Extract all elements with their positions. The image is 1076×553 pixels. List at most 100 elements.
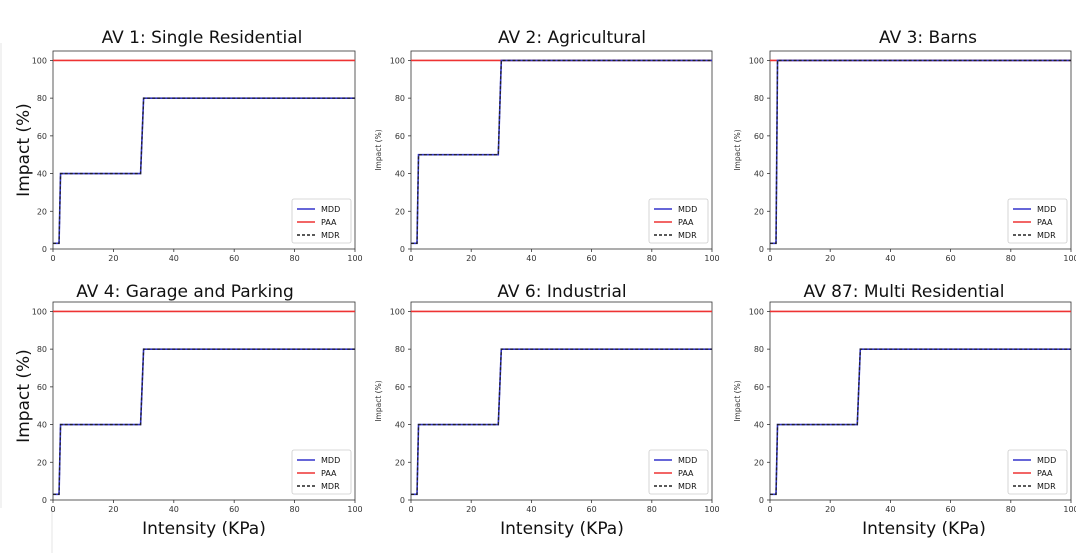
x-tick-label: 60 (946, 254, 956, 263)
x-tick-label: 100 (704, 254, 719, 263)
x-tick-label: 80 (290, 505, 300, 514)
x-tick-label: 80 (1006, 505, 1016, 514)
y-tick-label: 100 (390, 56, 405, 65)
y-tick-label: 0 (42, 496, 47, 505)
x-tick-label: 20 (108, 254, 118, 263)
x-tick-label: 40 (526, 505, 536, 514)
y-tick-label: 0 (759, 496, 764, 505)
x-tick-label: 0 (50, 254, 55, 263)
x-tick-label: 60 (587, 505, 597, 514)
y-tick-label: 40 (37, 421, 47, 430)
legend-box (291, 198, 352, 244)
y-tick-label: 20 (754, 207, 764, 216)
y-tick-label: 100 (749, 56, 764, 65)
x-tick-label: 0 (408, 254, 413, 263)
panel-av1: AV 1: Single Residential 0 20 40 60 80 100 0 20 4… (32, 28, 363, 263)
y-tick-label: 60 (395, 383, 405, 392)
legend-label: MDD (678, 456, 697, 465)
x-tick-label: 80 (647, 505, 657, 514)
y-tick-label: 40 (754, 421, 764, 430)
y-tick-label: 40 (395, 421, 405, 430)
x-tick-label: 100 (347, 505, 362, 514)
y-tick-label: 80 (754, 345, 764, 354)
panel-av3: AV 3: Barns Impact (%) 0 20 40 60 80 100 0 20 40 60… (733, 28, 1076, 263)
legend-label: PAA (321, 218, 337, 227)
y-tick-label: 20 (37, 458, 47, 467)
legend-label: MDR (1037, 482, 1056, 491)
chart-title: AV 87: Multi Residential (804, 282, 1005, 302)
x-tick-label: 60 (946, 505, 956, 514)
x-tick-label: 40 (526, 254, 536, 263)
y-tick-label: 0 (400, 496, 405, 505)
legend-label: PAA (321, 469, 337, 478)
y-tick-label: 60 (754, 383, 764, 392)
x-tick-label: 40 (169, 505, 179, 514)
x-tick-label: 100 (347, 254, 362, 263)
legend-label: MDR (1037, 231, 1056, 240)
y-axis-label: Impact (%) (733, 129, 742, 170)
y-tick-label: 40 (395, 170, 405, 179)
legend-label: MDR (321, 231, 340, 240)
legend-box (648, 449, 709, 495)
x-tick-label: 20 (108, 505, 118, 514)
big-ylabel-top: Impact (%) (14, 103, 34, 197)
series-line-mdr (411, 348, 712, 495)
legend-box (1007, 198, 1068, 244)
y-tick-label: 20 (395, 207, 405, 216)
big-xlabel-3: Intensity (KPa) (862, 519, 986, 539)
x-tick-label: 40 (885, 505, 895, 514)
legend-box (648, 198, 709, 244)
y-tick-label: 60 (37, 132, 47, 141)
legend-label: PAA (678, 218, 694, 227)
y-tick-label: 40 (37, 170, 47, 179)
panel-av87: AV 87: Multi Residential Impact (%) 0 20 40 6… (733, 282, 1076, 514)
x-tick-label: 40 (885, 254, 895, 263)
y-tick-label: 80 (395, 345, 405, 354)
x-tick-label: 80 (290, 254, 300, 263)
legend-label: MDR (321, 482, 340, 491)
x-tick-label: 20 (825, 254, 835, 263)
x-tick-label: 0 (767, 254, 772, 263)
legend-box (1007, 449, 1068, 495)
x-tick-label: 20 (466, 505, 476, 514)
x-tick-label: 100 (704, 505, 719, 514)
x-tick-label: 0 (767, 505, 772, 514)
chart-title: AV 3: Barns (879, 28, 977, 48)
legend-label: MDR (678, 482, 697, 491)
y-tick-label: 80 (395, 94, 405, 103)
series-line-mdr (53, 97, 355, 244)
series-line-mdr (411, 59, 712, 244)
x-tick-label: 100 (1063, 254, 1076, 263)
legend-box (291, 449, 352, 495)
panel-av2: AV 2: Agricultural Impact (%) 0 20 40 60 80 100… (374, 28, 720, 263)
legend-label: MDD (321, 456, 340, 465)
y-axis-label: Impact (%) (374, 129, 383, 170)
y-axis-label: Impact (%) (733, 380, 742, 421)
y-tick-label: 20 (37, 207, 47, 216)
x-tick-label: 0 (408, 505, 413, 514)
x-tick-label: 80 (1006, 254, 1016, 263)
series-line-mdr (53, 348, 355, 495)
y-tick-label: 20 (395, 458, 405, 467)
x-tick-label: 40 (169, 254, 179, 263)
legend-label: MDR (678, 231, 697, 240)
chart-title: AV 6: Industrial (497, 282, 626, 302)
x-tick-label: 20 (825, 505, 835, 514)
x-tick-label: 80 (647, 254, 657, 263)
series-line-mdr (770, 348, 1071, 495)
y-tick-label: 100 (32, 56, 47, 65)
chart-title: AV 4: Garage and Parking (76, 282, 294, 302)
y-tick-label: 60 (37, 383, 47, 392)
x-tick-label: 60 (229, 254, 239, 263)
y-tick-label: 60 (754, 132, 764, 141)
legend-label: PAA (678, 469, 694, 478)
y-tick-label: 100 (32, 307, 47, 316)
y-axis-label: Impact (%) (374, 380, 383, 421)
y-tick-label: 0 (759, 245, 764, 254)
y-tick-label: 40 (754, 170, 764, 179)
y-tick-label: 80 (754, 94, 764, 103)
legend-label: PAA (1037, 218, 1053, 227)
legend-label: MDD (1037, 205, 1056, 214)
y-tick-label: 100 (749, 307, 764, 316)
x-tick-label: 60 (229, 505, 239, 514)
